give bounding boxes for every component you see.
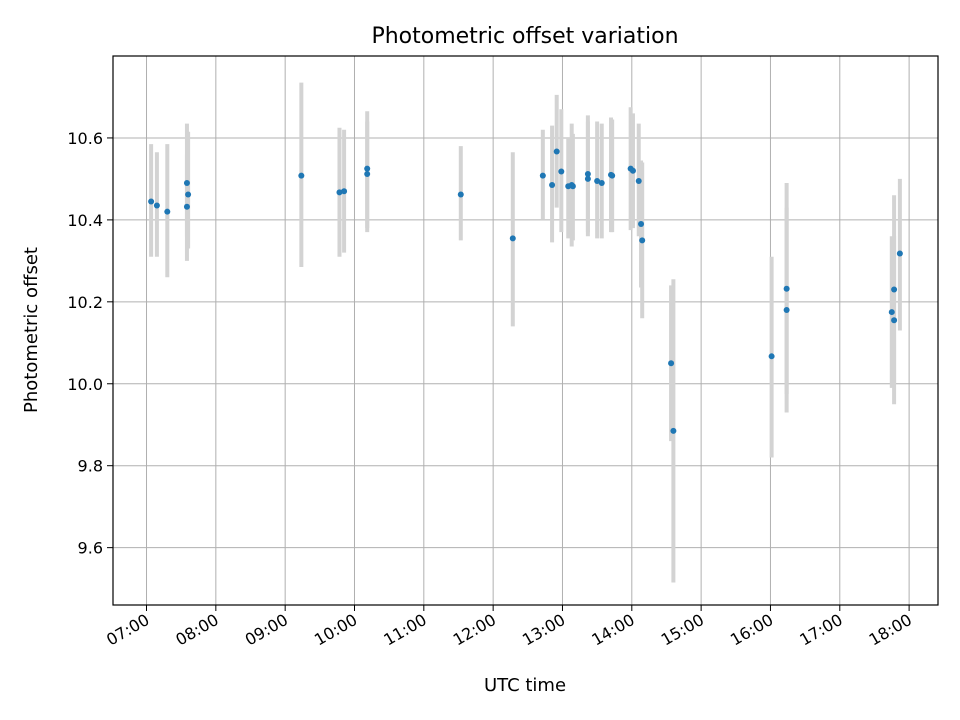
grid-lines (113, 56, 938, 605)
y-tick-label: 9.6 (78, 539, 103, 558)
chart-title: Photometric offset variation (371, 24, 678, 49)
x-tick-label: 07:00 (103, 610, 152, 650)
x-tick-label: 17:00 (796, 610, 845, 650)
data-point (629, 167, 636, 174)
y-axis-label: Photometric offset (21, 247, 42, 413)
data-point (558, 168, 565, 175)
data-point (891, 286, 898, 293)
data-point (584, 175, 591, 182)
data-point (635, 177, 642, 184)
y-axis-ticks: 9.6 9.8 10.0 10.2 10.4 10.6 (67, 129, 113, 558)
data-point (341, 188, 348, 195)
data-point (594, 177, 601, 184)
x-tick-label: 12:00 (450, 610, 499, 650)
x-axis-ticks: 07:00 08:00 09:00 10:00 11:00 12:00 13:00 14:00… (103, 605, 915, 650)
data-point (183, 203, 190, 210)
x-tick-label: 15:00 (658, 610, 707, 650)
x-tick-label: 08:00 (172, 610, 221, 650)
data-point (553, 148, 560, 155)
data-point (670, 427, 677, 434)
y-tick-label: 10.4 (67, 211, 103, 230)
x-axis-label: UTC time (484, 675, 566, 696)
data-point (364, 170, 371, 177)
x-tick-label: 10:00 (311, 610, 360, 650)
data-point (539, 172, 546, 179)
data-point (549, 182, 556, 189)
data-point (584, 170, 591, 177)
data-point (183, 180, 190, 187)
data-point (336, 189, 343, 196)
y-tick-label: 10.0 (67, 375, 103, 394)
x-tick-label: 13:00 (519, 610, 568, 650)
data-point (164, 208, 171, 215)
x-tick-label: 14:00 (588, 610, 637, 650)
data-point (148, 198, 155, 205)
data-point (896, 250, 903, 257)
data-points (148, 148, 903, 434)
data-point (639, 237, 646, 244)
data-point (509, 235, 516, 242)
x-tick-label: 09:00 (242, 610, 291, 650)
plot-area-frame (112, 55, 939, 606)
y-tick-label: 10.2 (67, 293, 103, 312)
data-point (185, 191, 192, 198)
data-point (888, 309, 895, 316)
data-point (569, 183, 576, 190)
error-bars (149, 82, 902, 583)
data-point (768, 353, 775, 360)
data-point (298, 172, 305, 179)
data-point (783, 285, 790, 292)
data-point (598, 180, 605, 187)
data-point (609, 172, 616, 179)
x-tick-label: 11:00 (380, 610, 429, 650)
data-point (364, 165, 371, 172)
data-point (668, 360, 675, 367)
data-point (153, 202, 160, 209)
y-tick-label: 10.6 (67, 129, 103, 148)
data-point (638, 220, 645, 227)
y-tick-label: 9.8 (78, 457, 103, 476)
x-tick-label: 18:00 (866, 610, 915, 650)
x-tick-label: 16:00 (727, 610, 776, 650)
data-point (891, 317, 898, 324)
data-point (783, 307, 790, 314)
data-point (457, 191, 464, 198)
